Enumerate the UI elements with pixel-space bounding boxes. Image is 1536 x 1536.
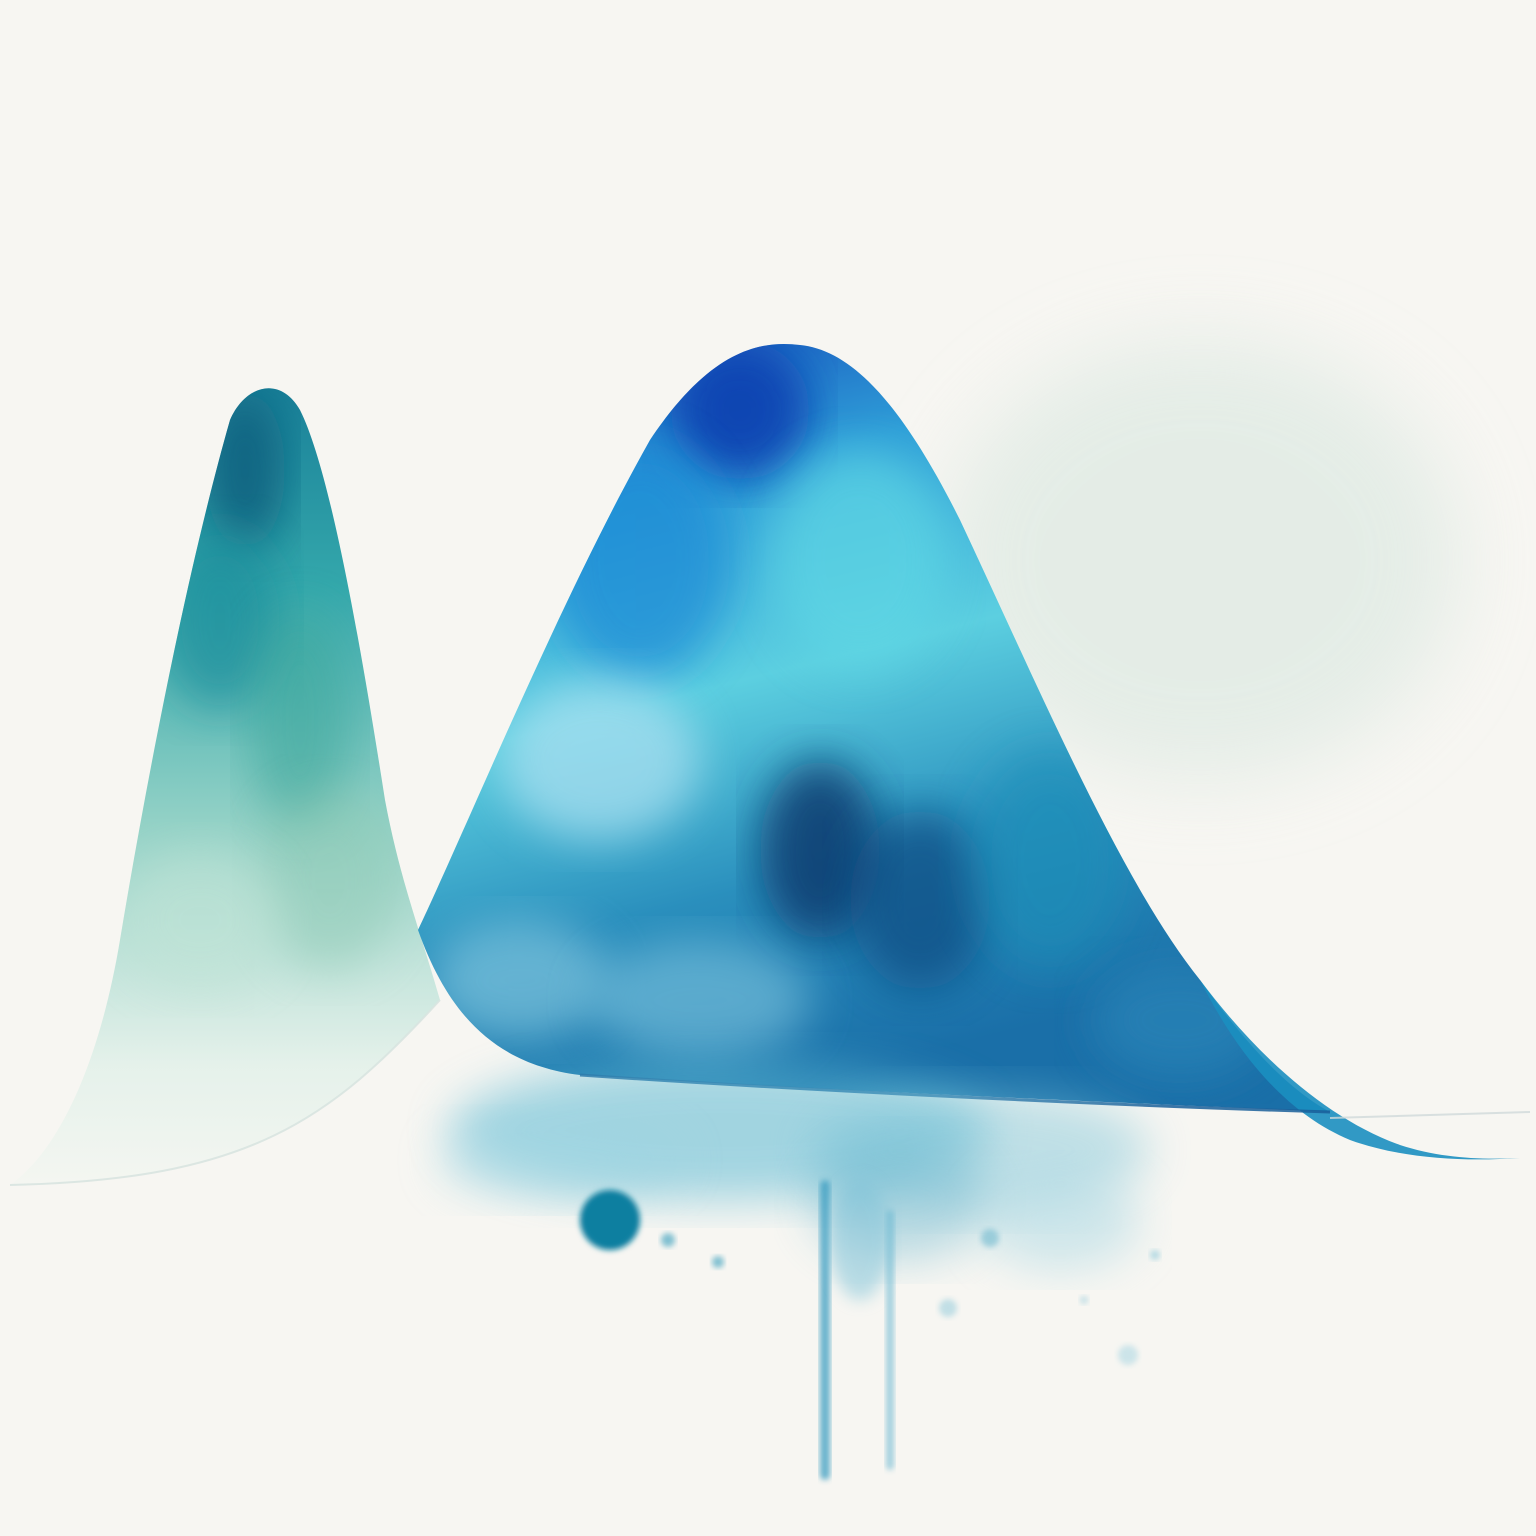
drip-line: [820, 1180, 830, 1480]
right-peak: [418, 343, 1531, 1160]
left-peak: [9, 388, 441, 1186]
ink-blot: [580, 1190, 640, 1250]
ink-bleed: [440, 1060, 1160, 1480]
drip-line: [886, 1210, 894, 1470]
ambient-wash: [940, 340, 1460, 780]
